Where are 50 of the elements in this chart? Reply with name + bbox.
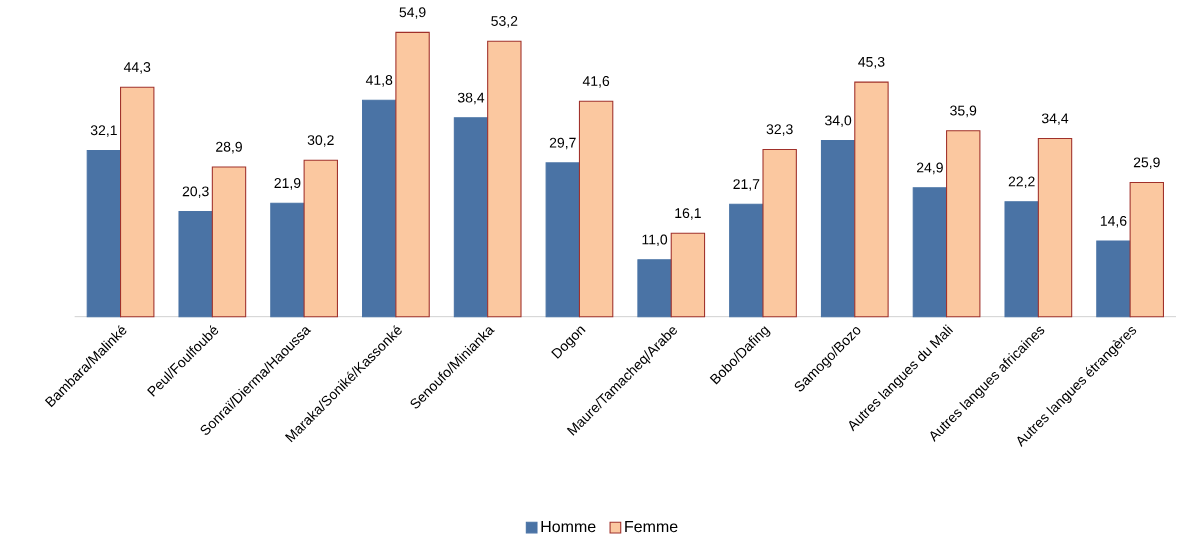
bar <box>545 162 580 318</box>
data-label: 54,9 <box>399 7 426 19</box>
bar <box>453 117 489 318</box>
bar <box>820 140 856 318</box>
data-label: 34,0 <box>825 115 852 128</box>
data-label: 24,9 <box>916 162 943 175</box>
data-label: 28,9 <box>216 141 242 154</box>
bar <box>946 130 981 318</box>
bar <box>487 40 522 318</box>
data-label: 38,4 <box>457 92 485 105</box>
bar <box>637 259 672 318</box>
data-label: 20,3 <box>182 186 209 198</box>
data-label: 44,3 <box>123 62 151 74</box>
data-label: 21,9 <box>274 178 301 190</box>
bar <box>86 149 122 318</box>
data-label: 53,2 <box>491 16 518 28</box>
bar <box>178 211 213 318</box>
data-label: 32,1 <box>90 125 117 137</box>
data-label: 35,9 <box>950 105 977 118</box>
bar <box>1096 240 1131 318</box>
data-label: 32,3 <box>766 124 793 136</box>
bar <box>303 159 338 318</box>
legend-label: Homme <box>541 521 596 533</box>
bar <box>270 202 305 318</box>
data-label: 25,9 <box>1133 157 1160 169</box>
data-label: 30,2 <box>307 135 334 147</box>
bar <box>912 187 948 318</box>
data-label: 41,8 <box>365 75 393 87</box>
data-label: 45,3 <box>858 56 885 69</box>
bar <box>1004 201 1039 318</box>
bar <box>729 203 764 318</box>
bar <box>1037 138 1073 318</box>
bar <box>670 232 706 318</box>
data-label: 21,7 <box>733 179 760 191</box>
bar <box>211 166 247 318</box>
bar <box>120 86 155 318</box>
bar <box>395 31 430 318</box>
bar <box>854 81 889 318</box>
legend-label: Femme <box>625 521 678 533</box>
data-label: 41,6 <box>582 76 610 88</box>
bar <box>762 148 797 318</box>
data-label: 22,2 <box>1008 176 1035 189</box>
data-label: 34,4 <box>1041 113 1069 125</box>
data-label: 11,0 <box>642 234 668 247</box>
bar <box>362 99 397 318</box>
bar <box>1129 182 1164 318</box>
bar <box>578 100 614 318</box>
data-label: 16,1 <box>675 208 701 220</box>
data-label: 14,6 <box>1100 215 1127 228</box>
data-label: 29,7 <box>549 137 576 150</box>
